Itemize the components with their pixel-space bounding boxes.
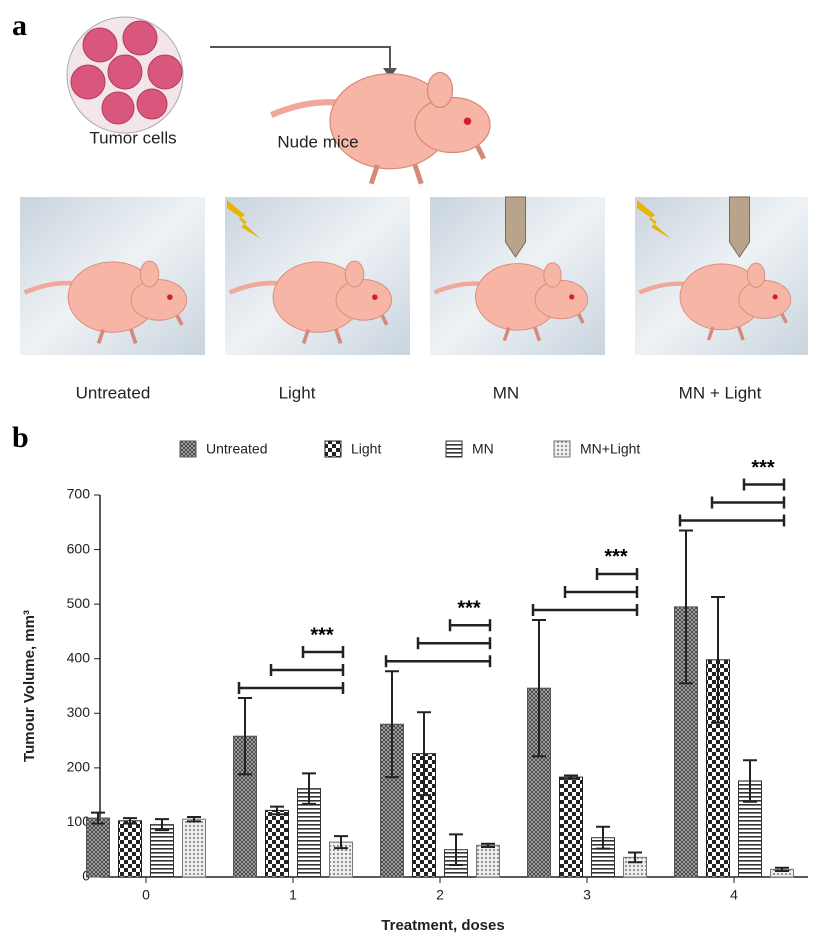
significance-bracket: [416, 637, 492, 650]
error-bar: [91, 811, 105, 825]
error-bar: [238, 697, 252, 776]
significance-bracket: [448, 619, 492, 632]
legend-label: Light: [351, 441, 381, 457]
error-bar: [532, 618, 546, 758]
x-axis-label: Treatment, doses: [381, 917, 504, 934]
legend-label: Untreated: [206, 441, 267, 457]
x-tick-label: 0: [142, 887, 150, 903]
x-tick-label: 1: [289, 887, 297, 903]
group-label: MN + Light: [679, 383, 762, 402]
x-tick-label: 2: [436, 887, 444, 903]
significance-bracket: [237, 682, 345, 695]
legend-swatch: [553, 440, 571, 458]
error-bar: [334, 835, 348, 850]
annotation: ***: [457, 598, 481, 620]
label: Nude mice: [277, 132, 358, 151]
error-bar: [155, 818, 169, 832]
y-tick-label: 100: [67, 813, 91, 829]
y-tick-label: 200: [67, 759, 91, 775]
group-label: Light: [279, 383, 316, 402]
cells: [70, 20, 183, 125]
significance-bracket: [563, 585, 639, 598]
error-bar: [596, 825, 610, 850]
legend-label: MN: [472, 441, 494, 457]
group-label: Untreated: [76, 383, 151, 402]
annotation: ***: [604, 546, 628, 568]
mouse: [271, 73, 490, 184]
annotation: ***: [310, 624, 334, 646]
error-bar: [628, 851, 642, 864]
y-axis-label: Tumour Volume, mm³: [21, 610, 38, 762]
error-bar: [775, 866, 789, 872]
significance-bracket: [678, 514, 786, 527]
error-bar: [711, 596, 725, 724]
light-bolt: [637, 200, 671, 239]
bar: [476, 844, 500, 878]
arrow: [210, 46, 391, 72]
y-tick-label: 300: [67, 704, 91, 720]
legend-swatch: [445, 440, 463, 458]
panel-label: a: [12, 9, 27, 42]
significance-bracket: [742, 478, 786, 491]
microneedle: [505, 196, 526, 258]
error-bar: [270, 805, 284, 816]
legend-swatch: [324, 440, 342, 458]
error-bar: [302, 772, 316, 805]
bar: [86, 817, 110, 878]
error-bar: [679, 529, 693, 685]
y-tick-label: 400: [67, 649, 91, 665]
error-bar: [743, 759, 757, 803]
microneedle: [729, 196, 750, 258]
error-bar: [481, 842, 495, 848]
legend-swatch: [179, 440, 197, 458]
annotation: ***: [751, 457, 775, 479]
significance-bracket: [710, 496, 786, 509]
error-bar: [449, 833, 463, 866]
error-bar: [187, 815, 201, 823]
panel-a: a Tumor cells Nude mice: [12, 9, 490, 184]
bar: [559, 776, 583, 878]
bar: [118, 820, 142, 878]
significance-bracket: [384, 655, 492, 668]
y-tick-label: 700: [67, 486, 91, 502]
label: Tumor cells: [89, 128, 176, 147]
light-bolt: [227, 200, 261, 239]
group-label: MN: [493, 383, 519, 402]
error-bar: [564, 774, 578, 780]
x-tick-label: 4: [730, 887, 738, 903]
y-tick-label: 600: [67, 540, 91, 556]
significance-bracket: [595, 567, 639, 580]
error-bar: [417, 711, 431, 797]
bar: [265, 809, 289, 878]
panel-label: b: [12, 421, 29, 454]
panel-b: b Treatment, doses Tumour Volume, mm³: [12, 421, 808, 934]
y-tick-label: 500: [67, 595, 91, 611]
legend-label: MN+Light: [580, 441, 640, 457]
bar: [150, 824, 174, 878]
significance-bracket: [269, 664, 345, 677]
arrow-head: [383, 68, 397, 78]
x-tick-label: 3: [583, 887, 591, 903]
significance-bracket: [531, 603, 639, 616]
significance-bracket: [301, 646, 345, 659]
error-bar: [123, 817, 137, 825]
error-bar: [385, 670, 399, 779]
bar: [182, 818, 206, 878]
